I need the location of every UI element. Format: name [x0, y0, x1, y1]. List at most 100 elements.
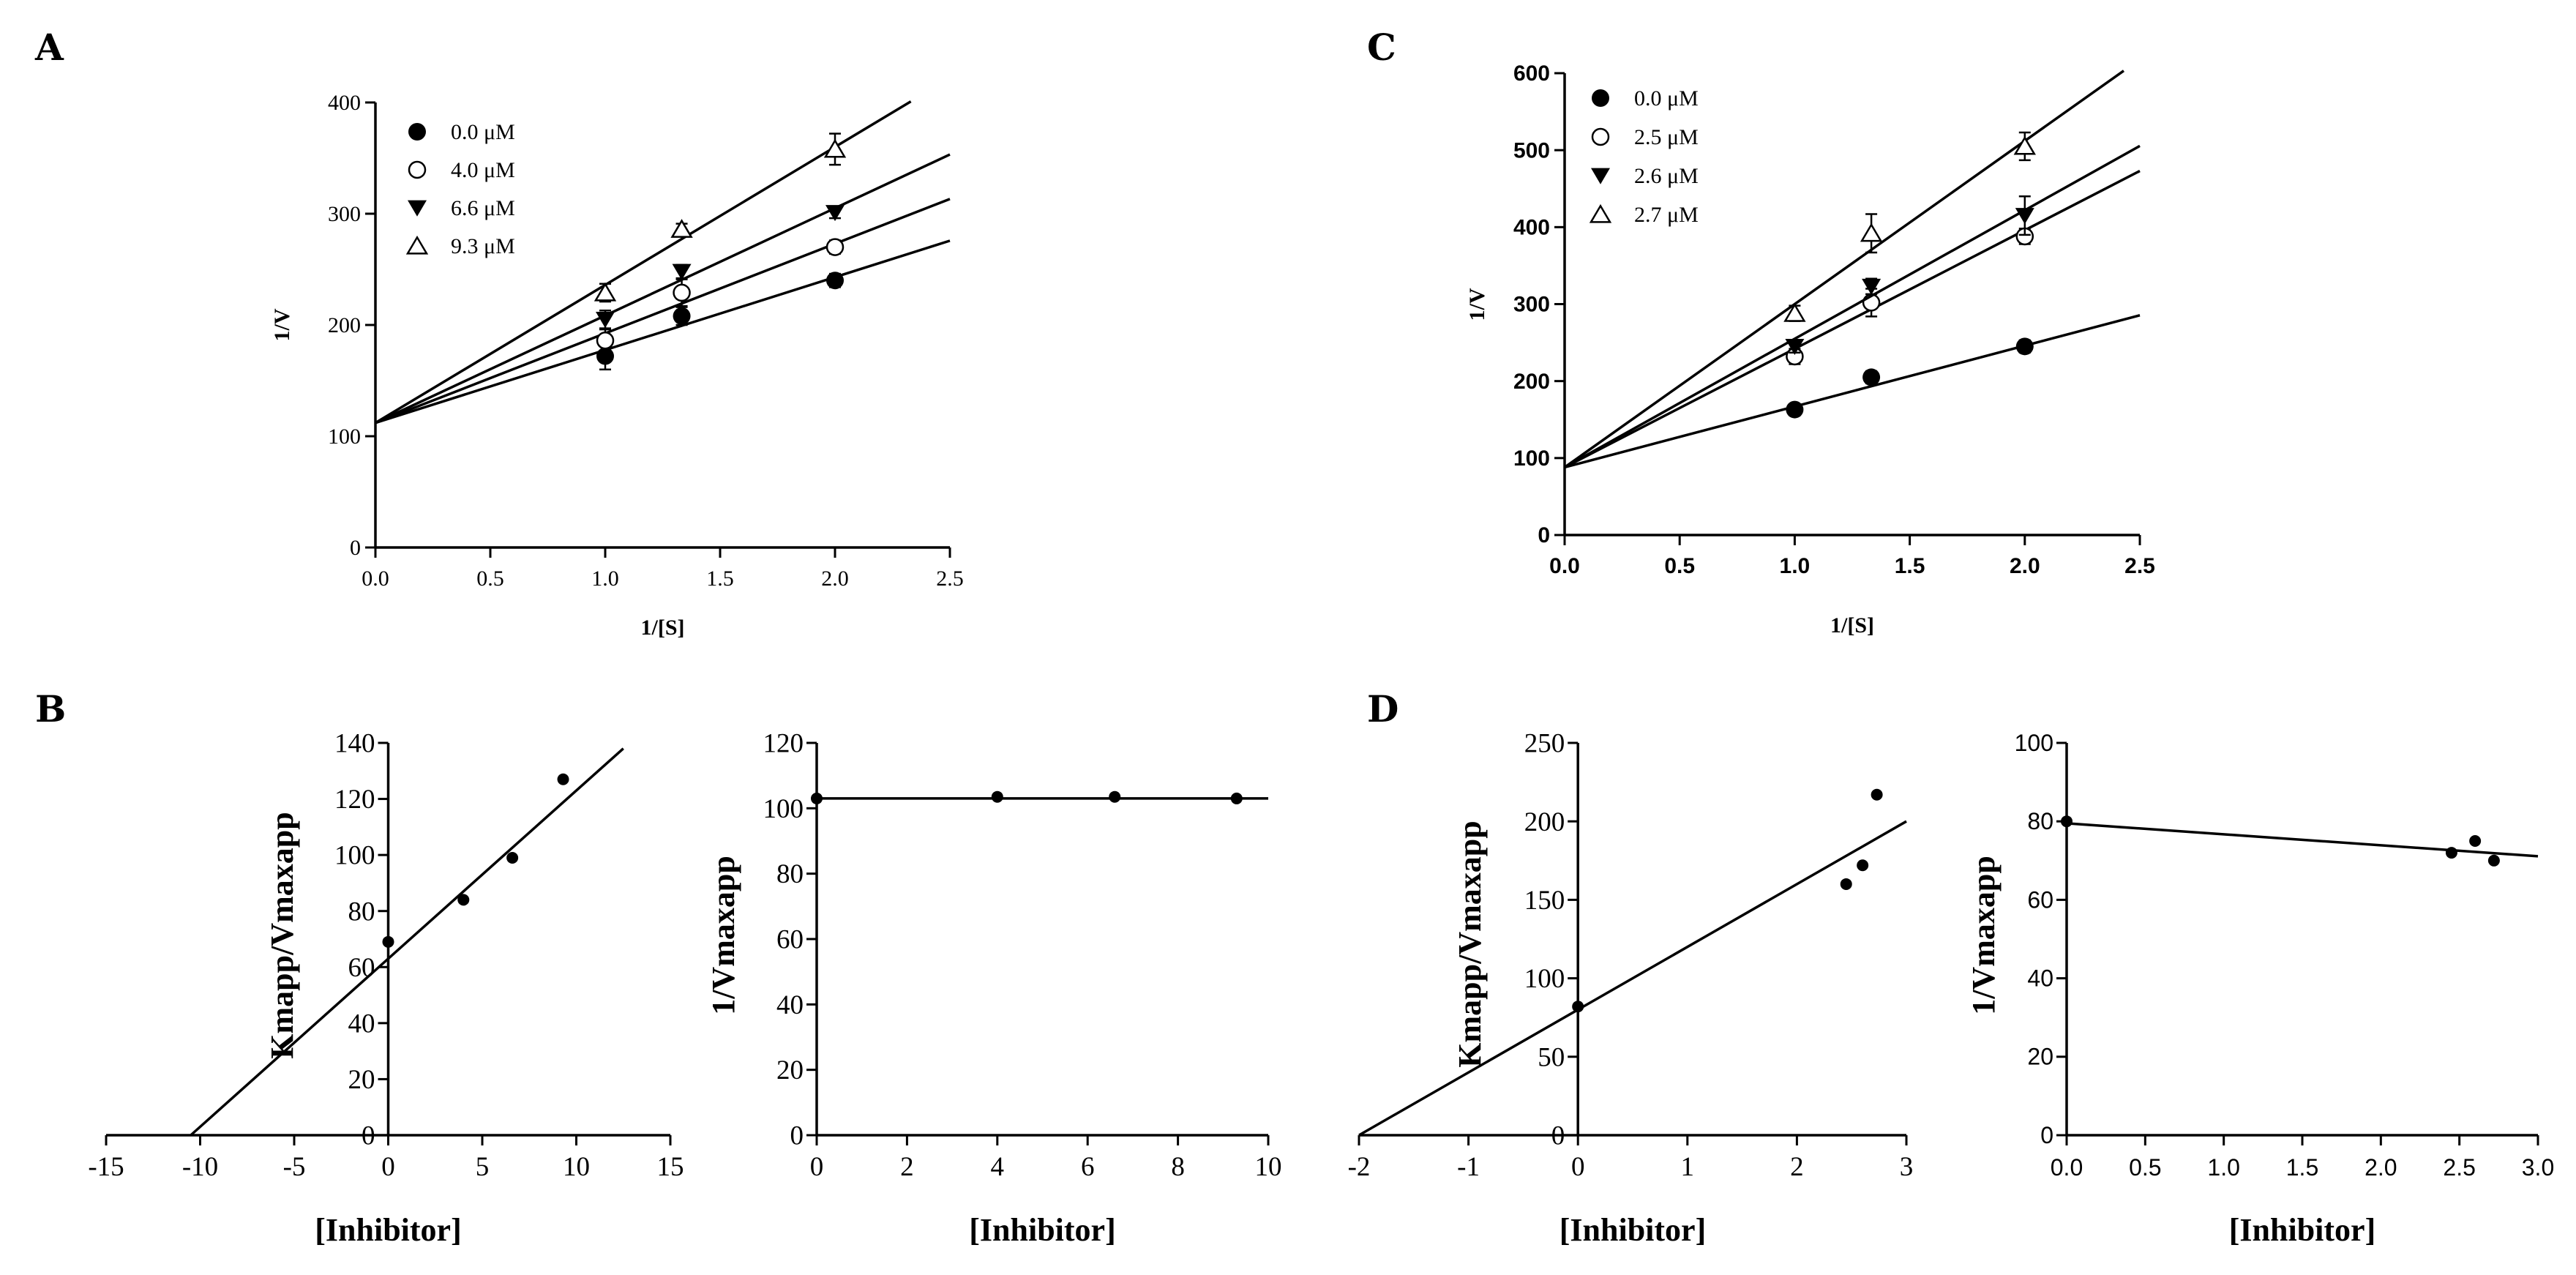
x-tick-label: 1.5	[2286, 1154, 2318, 1181]
x-tick-label: 0.0	[2051, 1154, 2083, 1181]
x-tick-label: 0.0	[1549, 554, 1580, 578]
x-axis-title: [Inhibitor]	[2229, 1212, 2375, 1248]
y-tick-label: 150	[1524, 886, 1565, 916]
x-tick-label: 1.0	[1780, 554, 1811, 578]
data-point	[811, 792, 823, 804]
y-tick-label: 100	[763, 794, 804, 824]
data-point	[1785, 338, 1805, 356]
y-tick-label: 100	[334, 841, 375, 871]
y-tick-label: 600	[1513, 61, 1550, 86]
legend-marker	[408, 160, 427, 179]
x-tick-label: 6	[1081, 1152, 1095, 1182]
regression-line	[2066, 822, 2539, 858]
y-tick-label: 40	[776, 990, 804, 1020]
data-point	[673, 307, 691, 325]
data-point	[1857, 859, 1869, 872]
y-tick-label: 20	[2027, 1044, 2053, 1070]
legend-marker	[1591, 168, 1610, 184]
legend-a: 0.0 μM 4.0 μM 6.6 μM 9.3 μM	[405, 120, 515, 258]
y-tick-label: 40	[348, 1009, 375, 1039]
x-tick-label: 2	[1790, 1152, 1804, 1182]
data-point	[1786, 400, 1804, 419]
y-tick-label: 500	[1513, 138, 1550, 162]
x-axis-title: 1/[S]	[1830, 613, 1874, 638]
data-point	[596, 332, 615, 350]
legend-label: 6.6 μM	[451, 196, 515, 220]
x-tick-label: 1	[1681, 1152, 1695, 1182]
x-axis-title: [Inhibitor]	[969, 1212, 1115, 1248]
legend-marker	[408, 123, 426, 141]
y-tick-label: 80	[348, 897, 375, 927]
x-tick-label: 4	[991, 1152, 1005, 1182]
x-tick-label: 8	[1171, 1152, 1185, 1182]
y-tick-label: 140	[334, 729, 375, 759]
x-tick-label: 10	[1255, 1152, 1282, 1182]
x-tick-label: 0	[1571, 1152, 1585, 1182]
y-tick-label: 50	[1538, 1042, 1565, 1072]
legend-label: 0.0 μM	[1634, 86, 1699, 111]
panel-label-c: C	[1367, 26, 1396, 69]
x-tick-label: 2.5	[2124, 554, 2155, 578]
x-tick-label: 1.5	[706, 567, 734, 591]
regression-line	[1358, 820, 1907, 1137]
y-tick-label: 0	[790, 1121, 804, 1151]
x-tick-label: 10	[563, 1152, 590, 1182]
chart-d1: -2 -1 0 1 2 3 0 50 100 150 200 250 [Inhibitor] Kmapp/…	[1348, 729, 1914, 1248]
legend-marker	[1589, 203, 1612, 223]
data-point	[594, 282, 617, 302]
data-point	[2445, 847, 2457, 859]
y-tick-label: 100	[1524, 964, 1565, 994]
data-point	[2015, 337, 2034, 356]
y-tick-label: 0	[350, 536, 361, 560]
panel-label-d: D	[1367, 687, 1399, 730]
x-tick-label: -10	[182, 1152, 218, 1182]
data-point	[382, 935, 394, 948]
y-axis-title: 1/V	[1465, 288, 1489, 321]
y-tick-label: 60	[2027, 886, 2053, 913]
x-tick-label: 0.5	[1664, 554, 1695, 578]
y-tick-label: 0	[1538, 523, 1550, 547]
regression-line	[1563, 70, 2125, 468]
legend-label: 0.0 μM	[451, 120, 515, 144]
data-point	[826, 272, 844, 290]
data-point	[672, 263, 692, 280]
panel-label-a: A	[34, 26, 64, 69]
legend-marker	[405, 235, 429, 255]
legend-marker	[1592, 89, 1609, 107]
series-a-0	[375, 239, 951, 425]
x-axis-title: 1/[S]	[641, 616, 685, 640]
data-point	[825, 238, 845, 256]
y-axis-title: Kmapp/Vmaxapp	[1452, 820, 1488, 1067]
y-tick-label: 400	[328, 91, 361, 115]
x-tick-label: 0	[381, 1152, 395, 1182]
series-b2-0	[811, 790, 1268, 804]
data-point	[1871, 788, 1883, 801]
x-tick-label: 15	[657, 1152, 684, 1182]
y-tick-label: 0	[1551, 1121, 1565, 1151]
y-tick-label: 20	[348, 1065, 375, 1095]
chart-a: 0.0 0.5 1.0 1.5 2.0 2.5 0 100 200 300 400 1/[S] 1/V 0…	[270, 91, 964, 640]
series-a-2	[375, 153, 951, 425]
x-tick-label: 2	[900, 1152, 914, 1182]
x-tick-label: 0.5	[476, 567, 504, 591]
regression-line	[1564, 170, 2141, 469]
legend-marker	[408, 200, 427, 217]
legend-label: 9.3 μM	[451, 234, 515, 258]
data-point	[1783, 302, 1806, 322]
y-tick-label: 80	[2027, 808, 2053, 834]
y-tick-label: 0	[362, 1121, 375, 1151]
data-point	[596, 312, 615, 329]
y-tick-label: 400	[1513, 216, 1550, 240]
y-tick-label: 300	[328, 202, 361, 226]
data-point	[825, 205, 845, 222]
data-point	[1862, 368, 1881, 386]
legend-marker	[1591, 127, 1610, 146]
data-point	[2061, 815, 2073, 828]
series-a-1	[375, 198, 951, 425]
x-tick-label: -1	[1457, 1152, 1480, 1182]
y-tick-label: 60	[776, 925, 804, 955]
data-point	[1230, 792, 1243, 804]
data-point	[557, 773, 569, 785]
legend-label: 2.5 μM	[1634, 125, 1699, 149]
